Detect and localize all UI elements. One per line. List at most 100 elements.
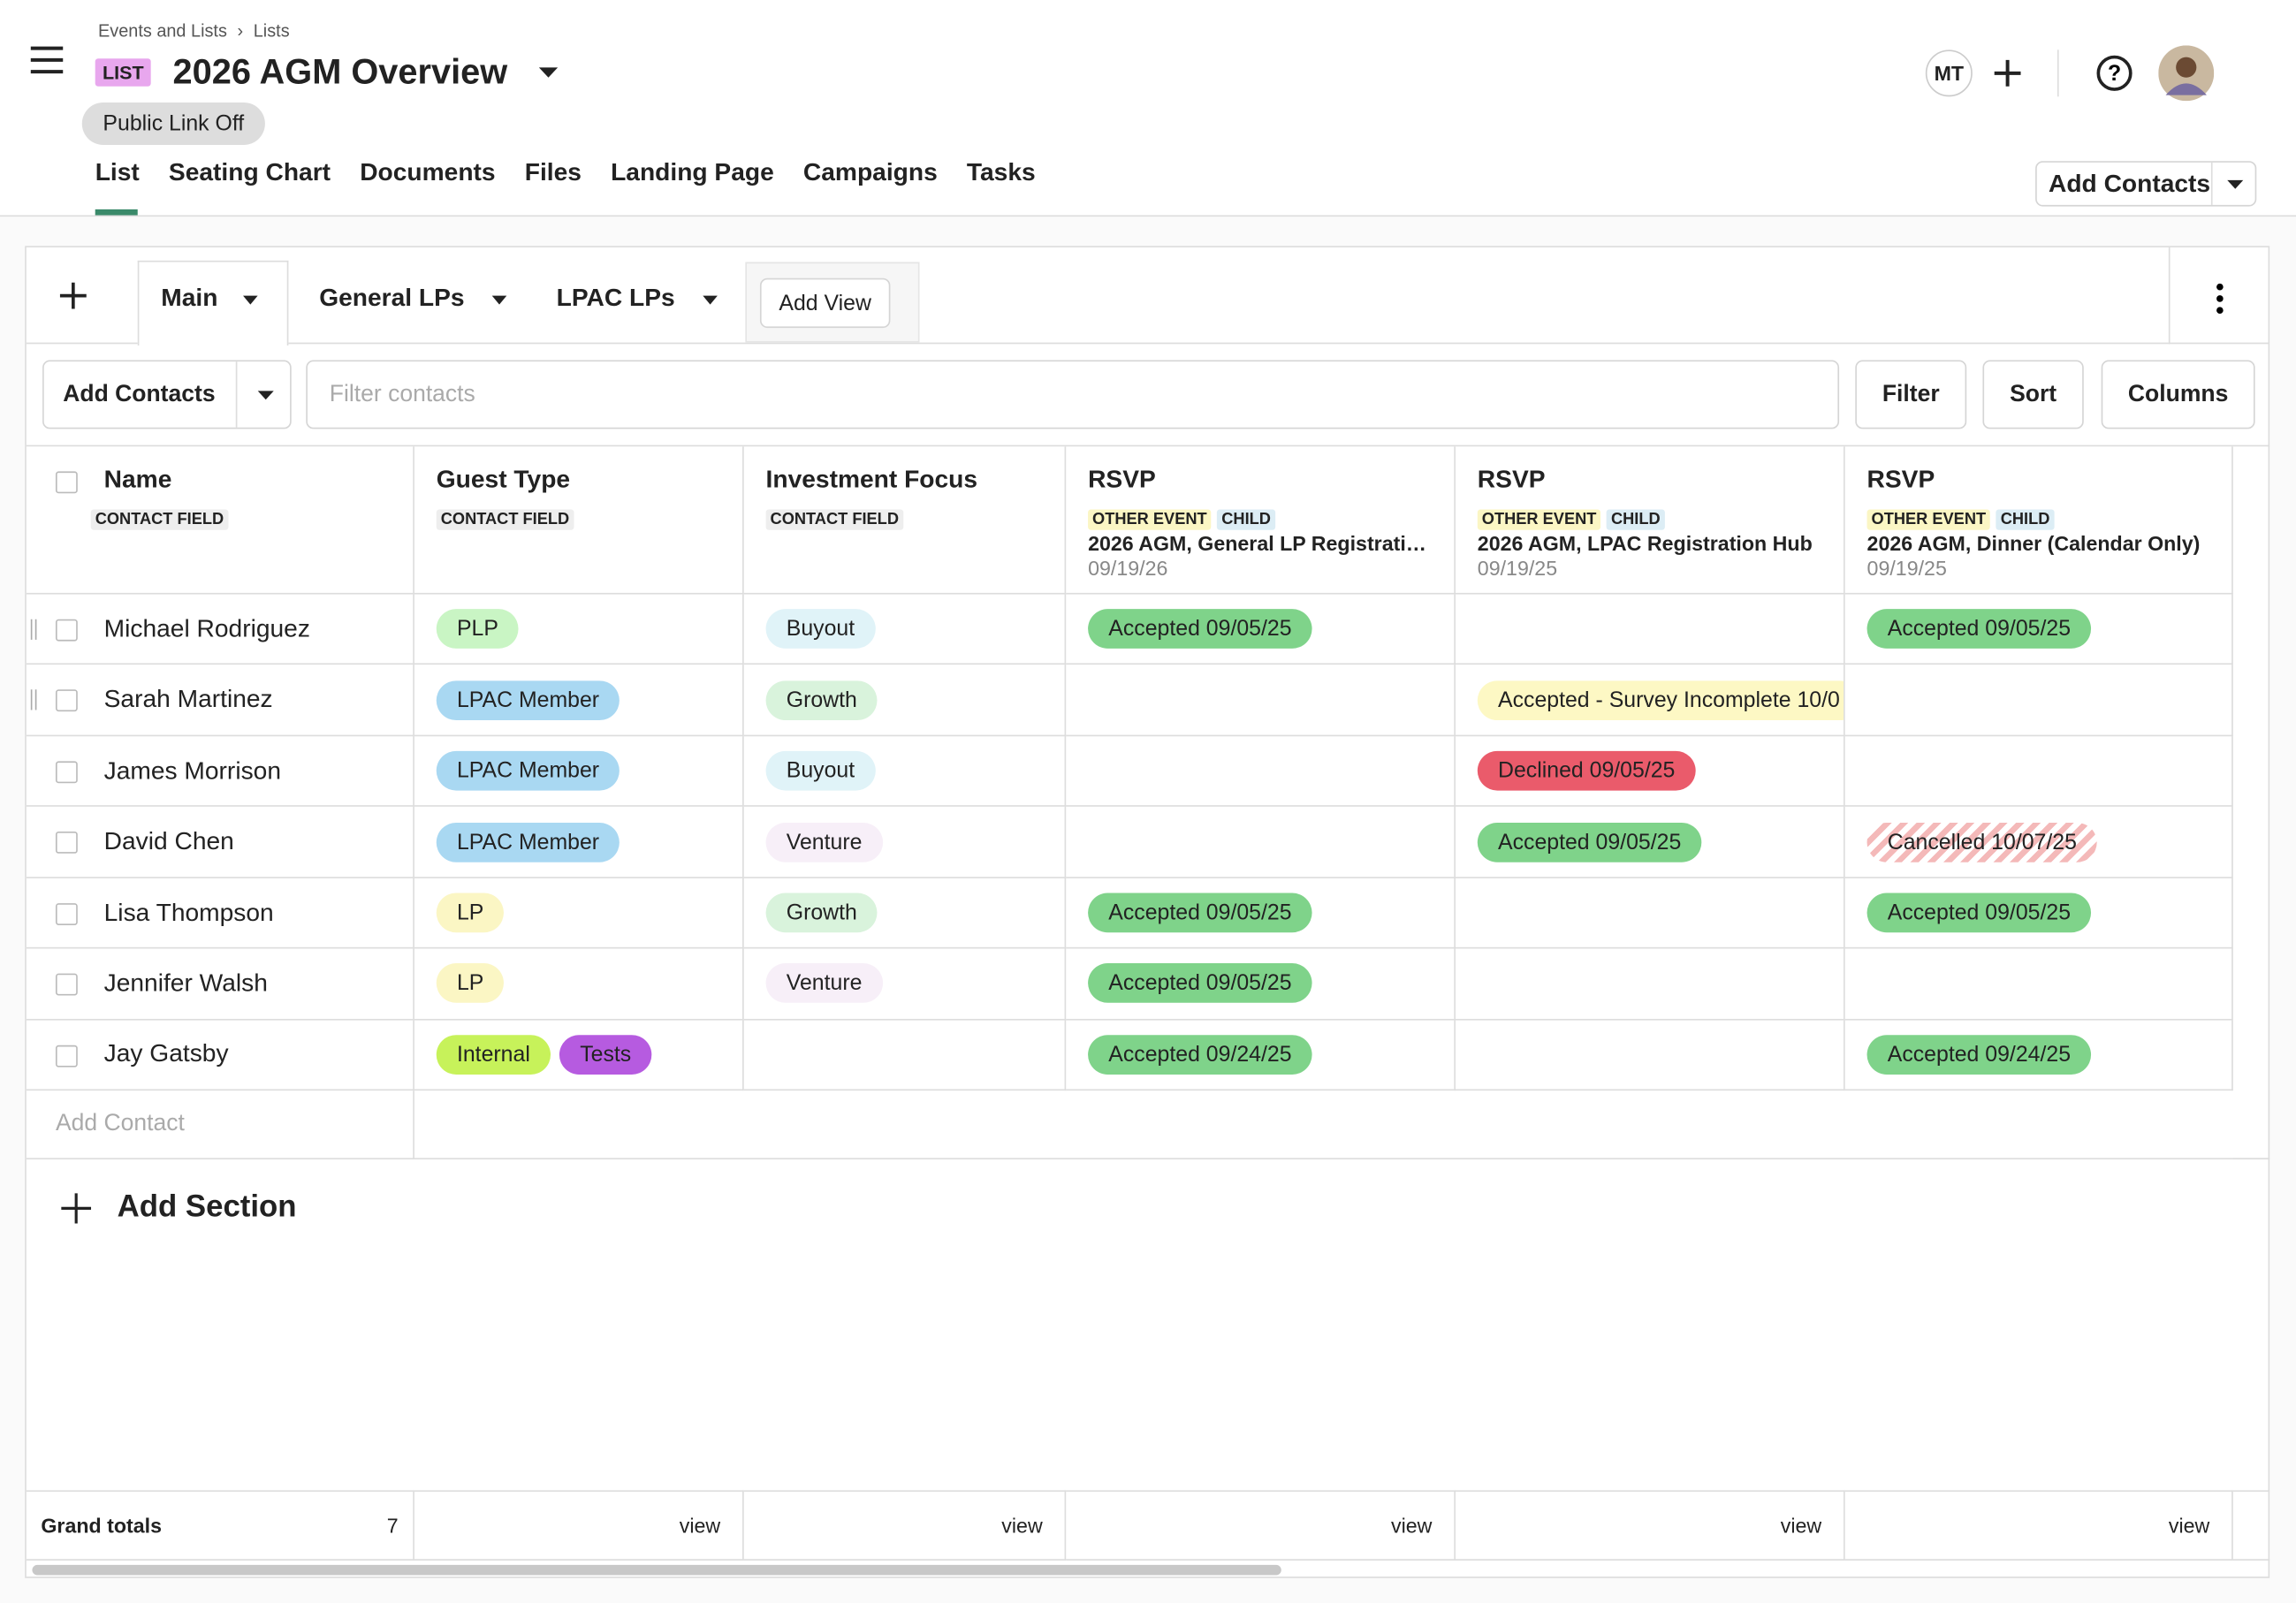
tab[interactable]: Landing Page — [611, 157, 774, 186]
pill[interactable]: Venture — [765, 963, 883, 1004]
tab[interactable]: Tasks — [966, 157, 1036, 186]
pill[interactable]: Accepted 09/05/25 — [1866, 609, 2092, 650]
crumb[interactable]: Lists — [253, 20, 290, 42]
add-section[interactable]: ＋ Add Section — [56, 1179, 297, 1237]
pill[interactable]: LPAC Member — [436, 680, 620, 720]
add-contacts-split[interactable]: Add Contacts — [42, 360, 292, 429]
view-link[interactable]: view — [2168, 1513, 2210, 1538]
view-tab[interactable]: LPAC LPs — [557, 284, 718, 313]
column-header: Investment Focus CONTACT FIELD — [743, 446, 1067, 595]
tab[interactable]: Seating Chart — [168, 157, 331, 186]
menu-icon[interactable] — [29, 45, 65, 74]
view-tab[interactable]: Main — [161, 284, 258, 313]
column-title[interactable]: Name — [103, 465, 172, 494]
caret[interactable] — [492, 295, 507, 305]
pill[interactable]: Accepted 09/05/25 — [1088, 609, 1312, 650]
view-link[interactable]: view — [1001, 1513, 1043, 1538]
pill[interactable]: Internal — [436, 1035, 551, 1075]
avatar[interactable] — [2158, 45, 2215, 102]
contact-name[interactable]: Jennifer Walsh — [103, 969, 268, 998]
pill[interactable]: Buyout — [765, 609, 876, 650]
public-link-pill[interactable]: Public Link Off — [81, 102, 265, 146]
pill[interactable]: Accepted 09/24/25 — [1866, 1035, 2092, 1075]
view-tab[interactable]: General LPs — [319, 284, 507, 313]
tag: CONTACT FIELD — [90, 509, 229, 530]
contact-name[interactable]: Michael Rodriguez — [103, 614, 310, 642]
pill[interactable]: Accepted 09/05/25 — [1477, 822, 1702, 862]
toolbar-button[interactable]: Columns — [2101, 360, 2255, 429]
add-contacts-top[interactable]: Add Contacts — [2035, 161, 2257, 207]
toolbar-button[interactable]: Filter — [1855, 360, 1967, 429]
add-section-label[interactable]: Add Section — [117, 1190, 297, 1225]
view-link[interactable]: view — [1780, 1513, 1822, 1538]
pill[interactable]: LP — [436, 963, 505, 1004]
title-caret[interactable] — [538, 67, 559, 79]
column-title[interactable]: Investment Focus — [765, 465, 978, 494]
tab[interactable]: Documents — [360, 157, 496, 186]
contact-name[interactable]: Sarah Martinez — [103, 685, 273, 714]
help-icon[interactable]: ? — [2095, 54, 2133, 92]
pill[interactable]: PLP — [436, 609, 520, 650]
cell — [1844, 948, 2233, 1021]
column-title[interactable]: RSVP — [1866, 465, 1935, 494]
checkbox[interactable] — [55, 1045, 78, 1067]
tab[interactable]: Files — [524, 157, 582, 186]
caret[interactable] — [242, 295, 258, 305]
drag-handle[interactable] — [30, 689, 37, 711]
add-view-plus[interactable] — [58, 281, 87, 310]
kebab[interactable] — [2214, 283, 2225, 315]
checkbox[interactable] — [55, 832, 78, 855]
tag: CHILD — [1996, 509, 2055, 530]
checkbox[interactable] — [55, 619, 78, 642]
add-view-button[interactable]: Add View — [759, 277, 891, 329]
plus-icon[interactable] — [1993, 58, 2022, 87]
checkbox[interactable] — [55, 761, 78, 784]
column-title[interactable]: RSVP — [1088, 465, 1156, 494]
checkbox[interactable] — [55, 974, 78, 996]
table: Name CONTACT FIELD Guest Type CONTACT FIELD… — [26, 444, 2270, 1577]
toolbar-button[interactable]: Sort — [1982, 360, 2084, 429]
pill[interactable]: Buyout — [765, 751, 876, 791]
drag-handle[interactable] — [30, 619, 37, 640]
pill[interactable]: Tests — [559, 1035, 652, 1075]
cell: LP — [414, 948, 744, 1021]
checkbox[interactable] — [55, 471, 78, 494]
event-name: 2026 AGM, LPAC Registration Hub — [1477, 531, 1813, 555]
contact-name[interactable]: James Morrison — [103, 756, 281, 785]
tab[interactable]: Campaigns — [802, 157, 938, 186]
pill[interactable]: LPAC Member — [436, 751, 620, 791]
contact-name[interactable]: David Chen — [103, 827, 234, 855]
column-title[interactable]: RSVP — [1477, 465, 1546, 494]
pill[interactable]: Accepted 09/05/25 — [1866, 893, 2092, 933]
cell: Accepted 09/24/25 — [1066, 1020, 1456, 1091]
plus[interactable]: ＋ — [55, 1187, 97, 1234]
tab[interactable]: List — [95, 157, 140, 186]
scrollbar-thumb[interactable] — [32, 1564, 1281, 1576]
column-title[interactable]: Guest Type — [436, 465, 571, 494]
view-link[interactable]: view — [1391, 1513, 1433, 1538]
cell: James Morrison — [26, 736, 414, 808]
filter-input[interactable]: Filter contacts — [306, 360, 1840, 429]
pill[interactable]: Accepted 09/05/25 — [1088, 893, 1312, 933]
crumb[interactable]: Events and Lists — [98, 20, 227, 42]
pill[interactable]: Cancelled 10/07/25 — [1866, 822, 2098, 862]
pill[interactable]: Venture — [765, 822, 883, 862]
pill[interactable]: Declined 09/05/25 — [1477, 751, 1696, 791]
user-initials[interactable]: MT — [1925, 49, 1973, 97]
add-contact-row[interactable]: Add Contact — [26, 1090, 414, 1160]
cell — [1455, 1020, 1845, 1091]
checkbox[interactable] — [55, 902, 78, 925]
pill[interactable]: Accepted - Survey Incomplete 10/0 — [1477, 680, 1844, 720]
pill[interactable]: Growth — [765, 893, 878, 933]
caret[interactable] — [703, 295, 718, 305]
checkbox[interactable] — [55, 689, 78, 712]
pill[interactable]: LP — [436, 893, 505, 933]
contact-name[interactable]: Jay Gatsby — [103, 1039, 229, 1068]
pill[interactable]: LPAC Member — [436, 822, 620, 862]
pill[interactable]: Accepted 09/05/25 — [1088, 963, 1312, 1004]
contact-name[interactable]: Lisa Thompson — [103, 898, 274, 926]
pill[interactable]: Accepted 09/24/25 — [1088, 1035, 1312, 1075]
pill[interactable]: Growth — [765, 680, 878, 720]
add-contact[interactable]: Add Contact — [55, 1111, 185, 1136]
view-link[interactable]: view — [679, 1513, 721, 1538]
